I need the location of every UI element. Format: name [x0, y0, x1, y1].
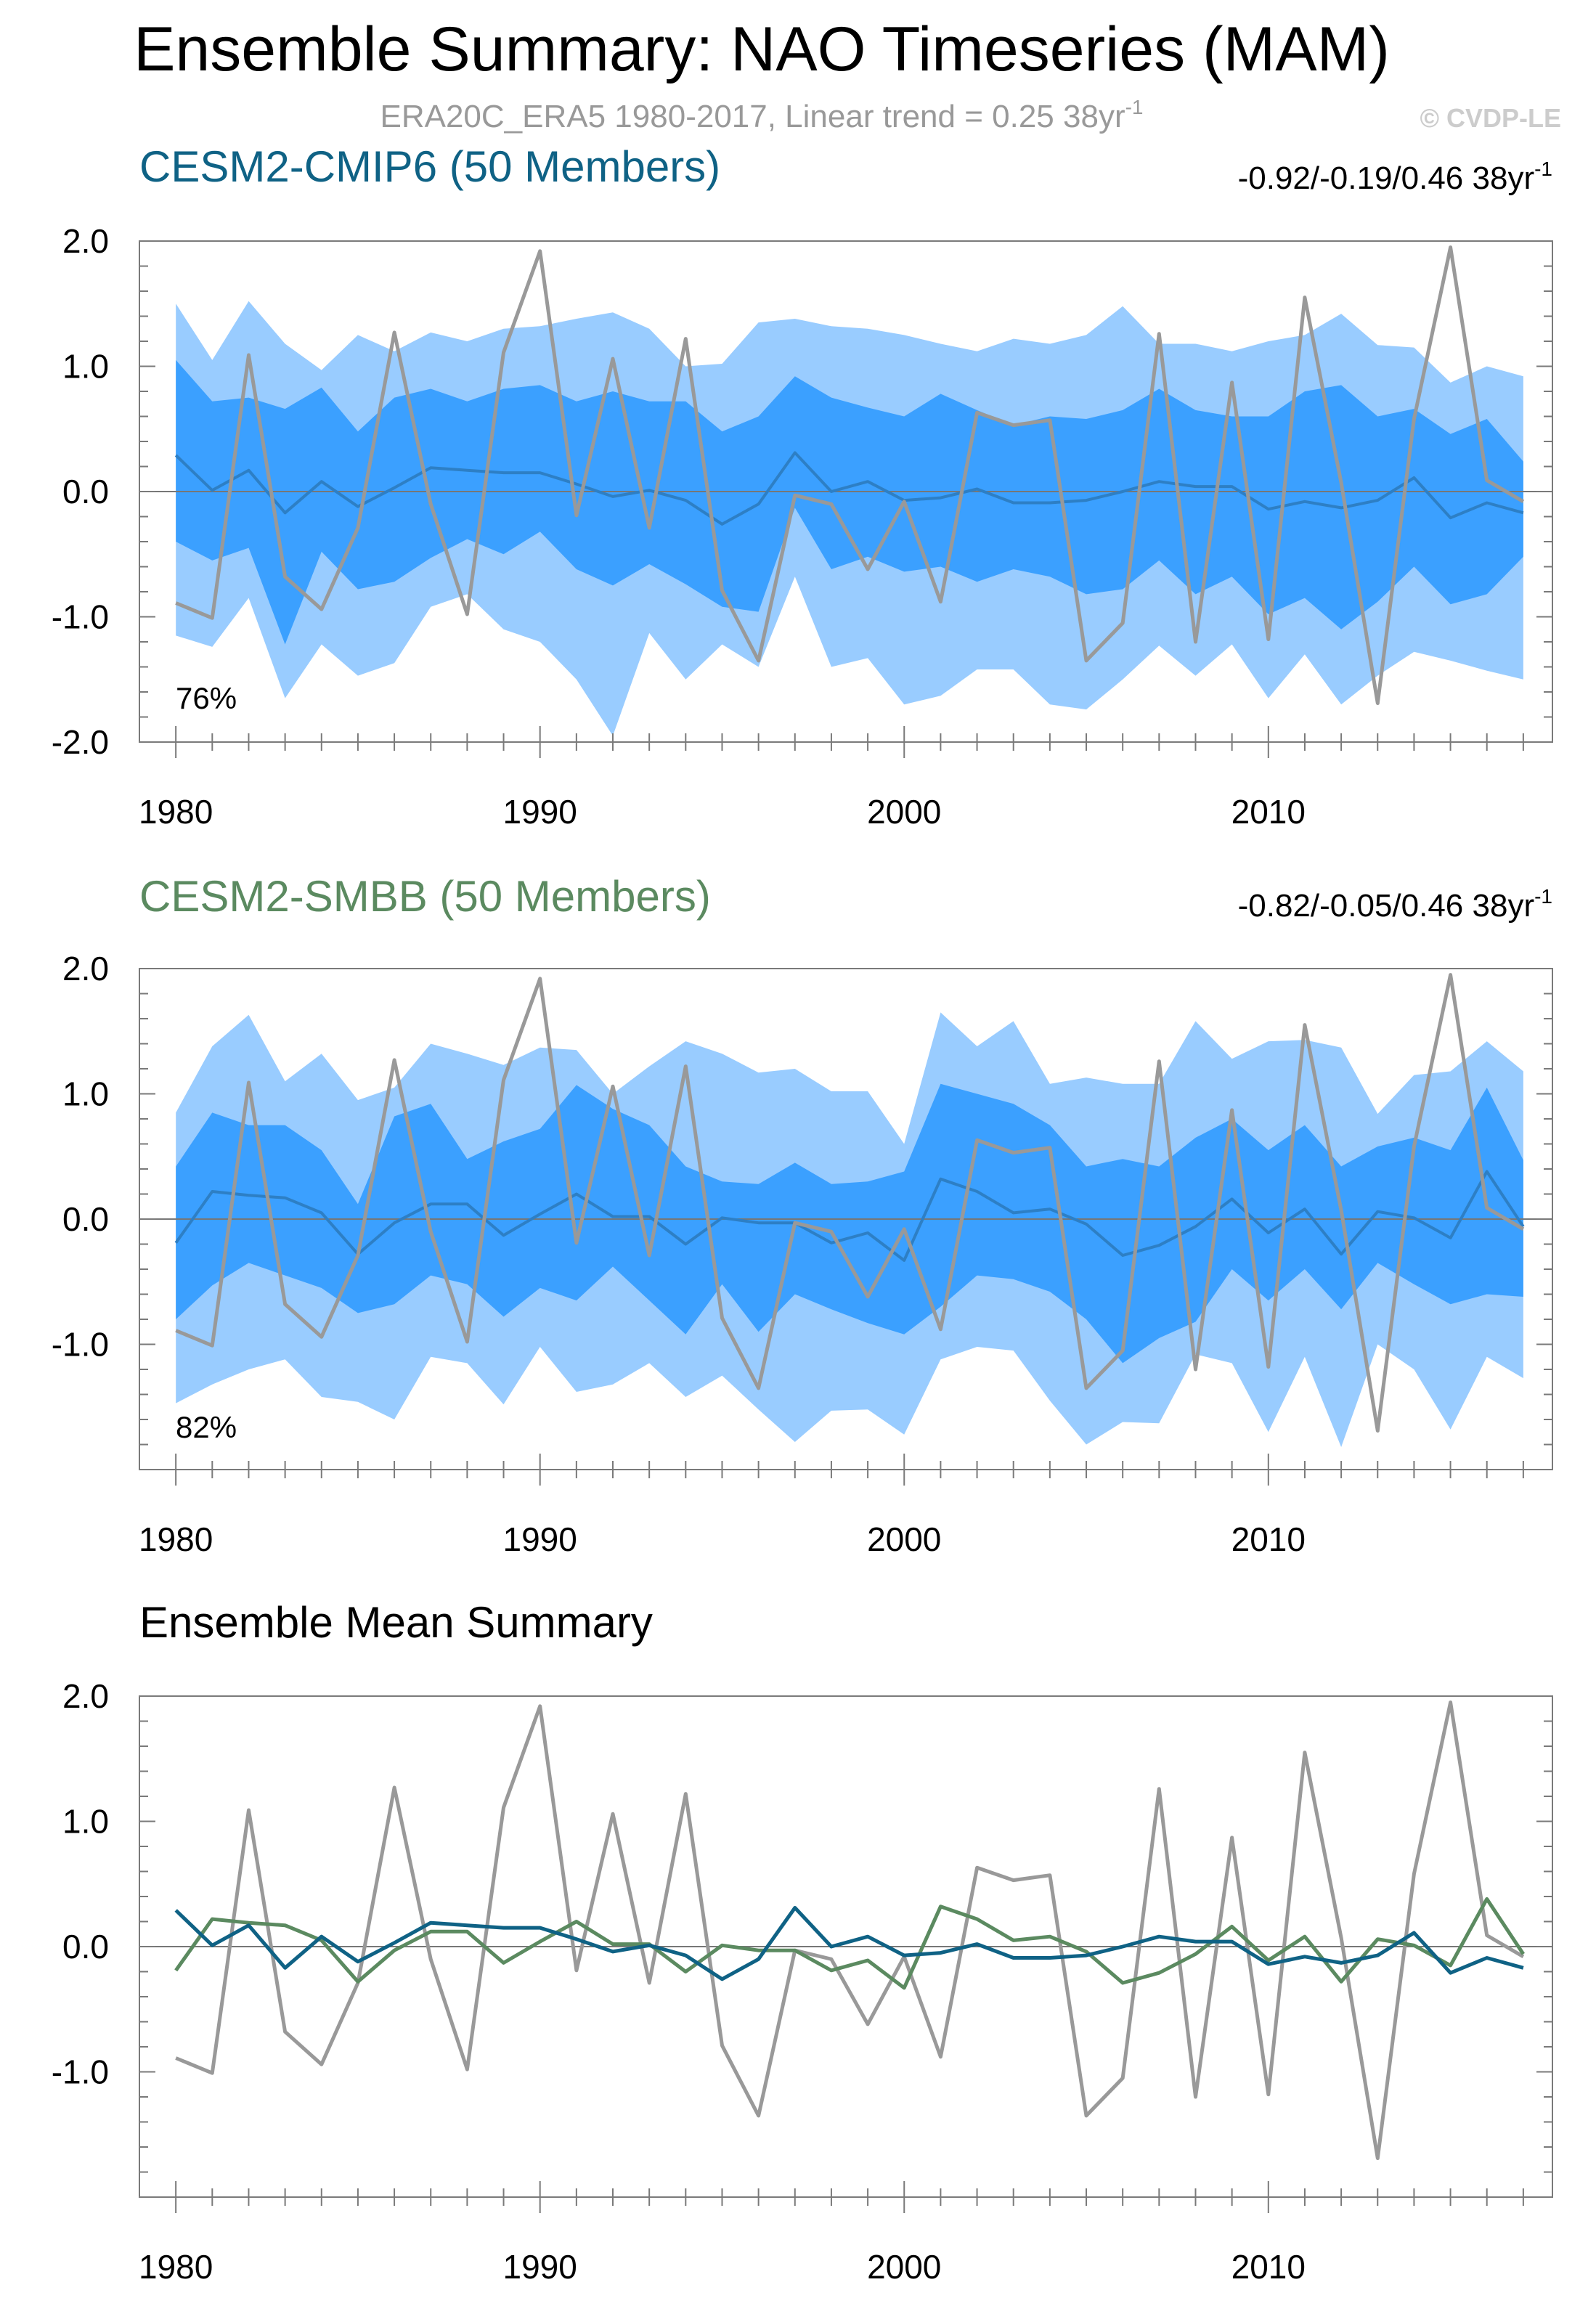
- y-tick-label: 0.0: [62, 473, 109, 510]
- x-tick-label: 2000: [867, 1520, 941, 1558]
- ensemble-mean-line: [174, 451, 1524, 526]
- x-tick-label: 2010: [1231, 1520, 1306, 1558]
- series-line-cesm2-cmip6: [174, 1906, 1524, 1981]
- series-line-era20c_era5: [175, 1700, 1525, 2160]
- y-tick-label: 1.0: [62, 348, 109, 386]
- trend-sup-cmip6: -1: [1534, 158, 1552, 180]
- main-title: Ensemble Summary: NAO Timeseries (MAM): [134, 15, 1390, 84]
- observed-line: [175, 245, 1525, 705]
- pct-label: 76%: [176, 681, 237, 715]
- x-tick-label: 2000: [867, 2248, 941, 2286]
- trend-range-cmip6: -0.92/-0.19/0.46 38yr-1: [1238, 158, 1552, 196]
- x-tick-label: 1990: [503, 793, 577, 831]
- trend-range-smbb: -0.82/-0.05/0.46 38yr-1: [1238, 885, 1552, 924]
- series-line-cesm2-smbb: [174, 1897, 1525, 1990]
- y-tick-label: 0.0: [62, 1200, 109, 1238]
- trend-sup-smbb: -1: [1534, 885, 1552, 908]
- y-tick-label: -2.0: [52, 723, 109, 761]
- panel-title-smbb: CESM2-SMBB (50 Members): [139, 872, 711, 921]
- x-tick-label: 2010: [1231, 2248, 1306, 2286]
- copyright: © CVDP-LE: [1420, 103, 1561, 133]
- x-tick-label: 1990: [503, 1520, 577, 1558]
- y-tick-label: 2.0: [62, 1677, 109, 1715]
- subtitle-text: ERA20C_ERA5 1980-2017, Linear trend = 0.…: [380, 99, 1125, 134]
- x-tick-label: 2010: [1231, 793, 1306, 831]
- y-tick-label: -1.0: [52, 1326, 109, 1364]
- y-tick-label: 1.0: [62, 1803, 109, 1841]
- y-tick-label: 0.0: [62, 1928, 109, 1965]
- x-tick-label: 1990: [503, 2248, 577, 2286]
- y-tick-label: 2.0: [62, 222, 109, 260]
- panel-cesm2-smbb: CESM2-SMBB (50 Members) -0.82/-0.05/0.46…: [52, 872, 1553, 1558]
- subtitle-sup: -1: [1125, 96, 1144, 118]
- observed-line: [175, 973, 1525, 1433]
- trend-text-cmip6: -0.92/-0.19/0.46 38yr: [1238, 160, 1534, 196]
- ensemble-mean-line: [174, 1170, 1525, 1262]
- y-tick-label: 1.0: [62, 1075, 109, 1113]
- y-tick-label: -1.0: [52, 2053, 109, 2091]
- x-tick-label: 2000: [867, 793, 941, 831]
- panel-title-cmip6: CESM2-CMIP6 (50 Members): [139, 142, 720, 191]
- x-tick-label: 1980: [139, 793, 213, 831]
- panel-ensemble-mean-summary: Ensemble Mean Summary -1.0 0.0 1.0 2.0 1980 1…: [52, 1598, 1553, 2286]
- subtitle: ERA20C_ERA5 1980-2017, Linear trend = 0.…: [380, 96, 1143, 134]
- panel-cesm2-cmip6: CESM2-CMIP6 (50 Members) -0.92/-0.19/0.4…: [52, 142, 1553, 831]
- pct-label: 82%: [176, 1410, 237, 1444]
- x-tick-label: 1980: [139, 1520, 213, 1558]
- x-tick-label: 1980: [139, 2248, 213, 2286]
- y-tick-label: 2.0: [62, 950, 109, 987]
- y-tick-label: -1.0: [52, 598, 109, 636]
- panel-title-summary: Ensemble Mean Summary: [139, 1598, 653, 1647]
- trend-text-smbb: -0.82/-0.05/0.46 38yr: [1238, 888, 1534, 924]
